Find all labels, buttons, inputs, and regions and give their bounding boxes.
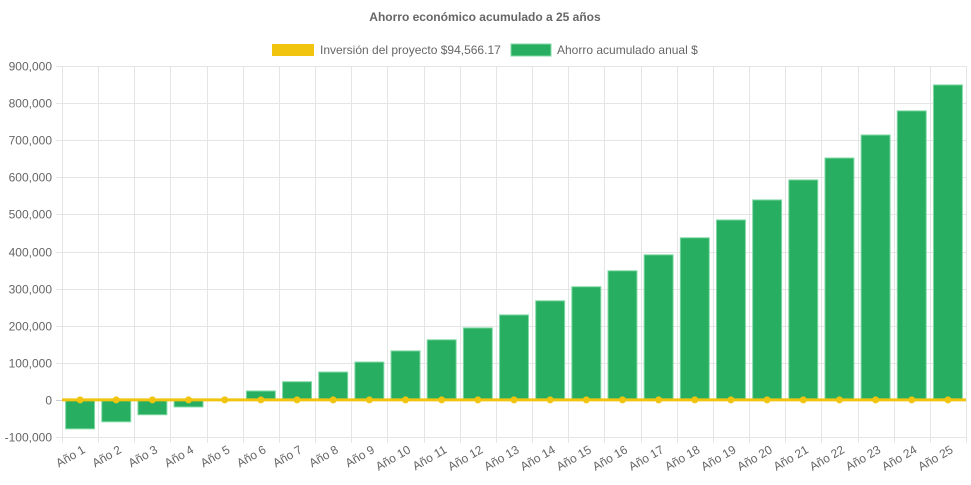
bar-año-22 [824,157,855,401]
bar-año-16 [607,270,638,401]
y-tick-label: 700,000 [9,134,53,148]
investment-point [799,396,807,404]
bar-año-25 [932,84,963,401]
investment-point [908,396,916,404]
x-tick-label: Año 6 [234,442,268,470]
bar-año-18 [679,237,710,401]
bar-año-1 [65,399,96,430]
x-tick-label: Año 8 [307,442,341,470]
legend-swatch-savings[interactable] [510,43,552,57]
x-tick-label: Año 20 [735,442,775,473]
chart-title: Ahorro económico acumulado a 25 años [369,10,601,24]
x-tick-label: Año 3 [126,442,160,470]
x-tick-label: Año 16 [590,442,630,473]
bar-año-10 [390,350,421,401]
bar-año-19 [715,219,746,401]
x-tick-label: Año 22 [807,442,847,473]
x-tick-label: Año 25 [915,442,955,473]
x-tick-label: Año 18 [662,442,702,473]
x-axis: Año 1 Año 2 Año 3 Año 4 Año 5 Año 6 Año 7 Año 8… [53,442,955,473]
y-tick-label: 400,000 [9,246,53,260]
x-tick-label: Año 1 [53,442,87,470]
bar-año-24 [896,110,927,401]
bar-año-17 [643,254,674,401]
legend-swatch-investment[interactable] [272,44,314,56]
investment-point [221,396,229,404]
bar-año-14 [535,300,566,401]
x-tick-label: Año 24 [879,442,919,473]
bar-año-21 [788,179,819,401]
legend-label-investment[interactable]: Inversión del proyecto $94,566.17 [320,43,501,57]
x-tick-label: Año 2 [90,442,124,470]
investment-point [546,396,554,404]
bar-año-11 [426,339,457,401]
x-tick-label: Año 14 [518,442,558,473]
bars [65,84,963,430]
bar-año-12 [462,327,493,401]
x-tick-label: Año 5 [198,442,232,470]
investment-point [691,396,699,404]
investment-point [618,396,626,404]
bar-año-20 [752,199,783,401]
investment-point [293,396,301,404]
x-tick-label: Año 15 [554,442,594,473]
investment-point [112,396,120,404]
investment-point [727,396,735,404]
investment-point [944,396,952,404]
y-tick-label: -100,000 [5,431,53,445]
x-tick-label: Año 9 [343,442,377,470]
investment-point [655,396,663,404]
x-tick-label: Año 11 [410,442,449,473]
x-tick-label: Año 13 [482,442,522,473]
investment-line [62,396,966,404]
investment-point [365,396,373,404]
x-tick-label: Año 17 [626,442,666,473]
bar-año-8 [318,371,349,401]
investment-point [402,396,410,404]
x-tick-label: Año 12 [445,442,485,473]
investment-point [474,396,482,404]
legend-label-savings[interactable]: Ahorro acumulado anual $ [557,43,698,57]
x-tick-label: Año 23 [843,442,883,473]
investment-point [763,396,771,404]
investment-point [148,396,156,404]
y-tick-label: 900,000 [9,60,53,74]
bar-año-23 [860,134,891,401]
investment-point [510,396,518,404]
investment-point [872,396,880,404]
bar-año-9 [354,361,385,401]
x-tick-label: Año 19 [699,442,739,473]
y-tick-label: 300,000 [9,283,53,297]
grid [56,66,967,443]
bar-año-15 [571,286,602,401]
investment-point [582,396,590,404]
x-tick-label: Año 7 [270,442,304,470]
x-tick-label: Año 10 [373,442,413,473]
legend: Inversión del proyecto $94,566.17 Ahorro… [272,43,698,57]
y-axis: 900,000 800,000 700,000 600,000 500,000 400,0… [5,60,53,445]
investment-point [185,396,193,404]
investment-point [329,396,337,404]
y-tick-label: 600,000 [9,171,53,185]
x-tick-label: Año 4 [162,442,196,470]
y-tick-label: 200,000 [9,320,53,334]
investment-point [438,396,446,404]
y-tick-label: 500,000 [9,208,53,222]
y-tick-label: 0 [45,394,52,408]
x-tick-label: Año 21 [771,442,811,473]
investment-point [835,396,843,404]
investment-point [76,396,84,404]
y-tick-label: 100,000 [9,357,53,371]
bar-año-13 [499,314,529,401]
y-tick-label: 800,000 [9,97,53,111]
investment-point [257,396,265,404]
